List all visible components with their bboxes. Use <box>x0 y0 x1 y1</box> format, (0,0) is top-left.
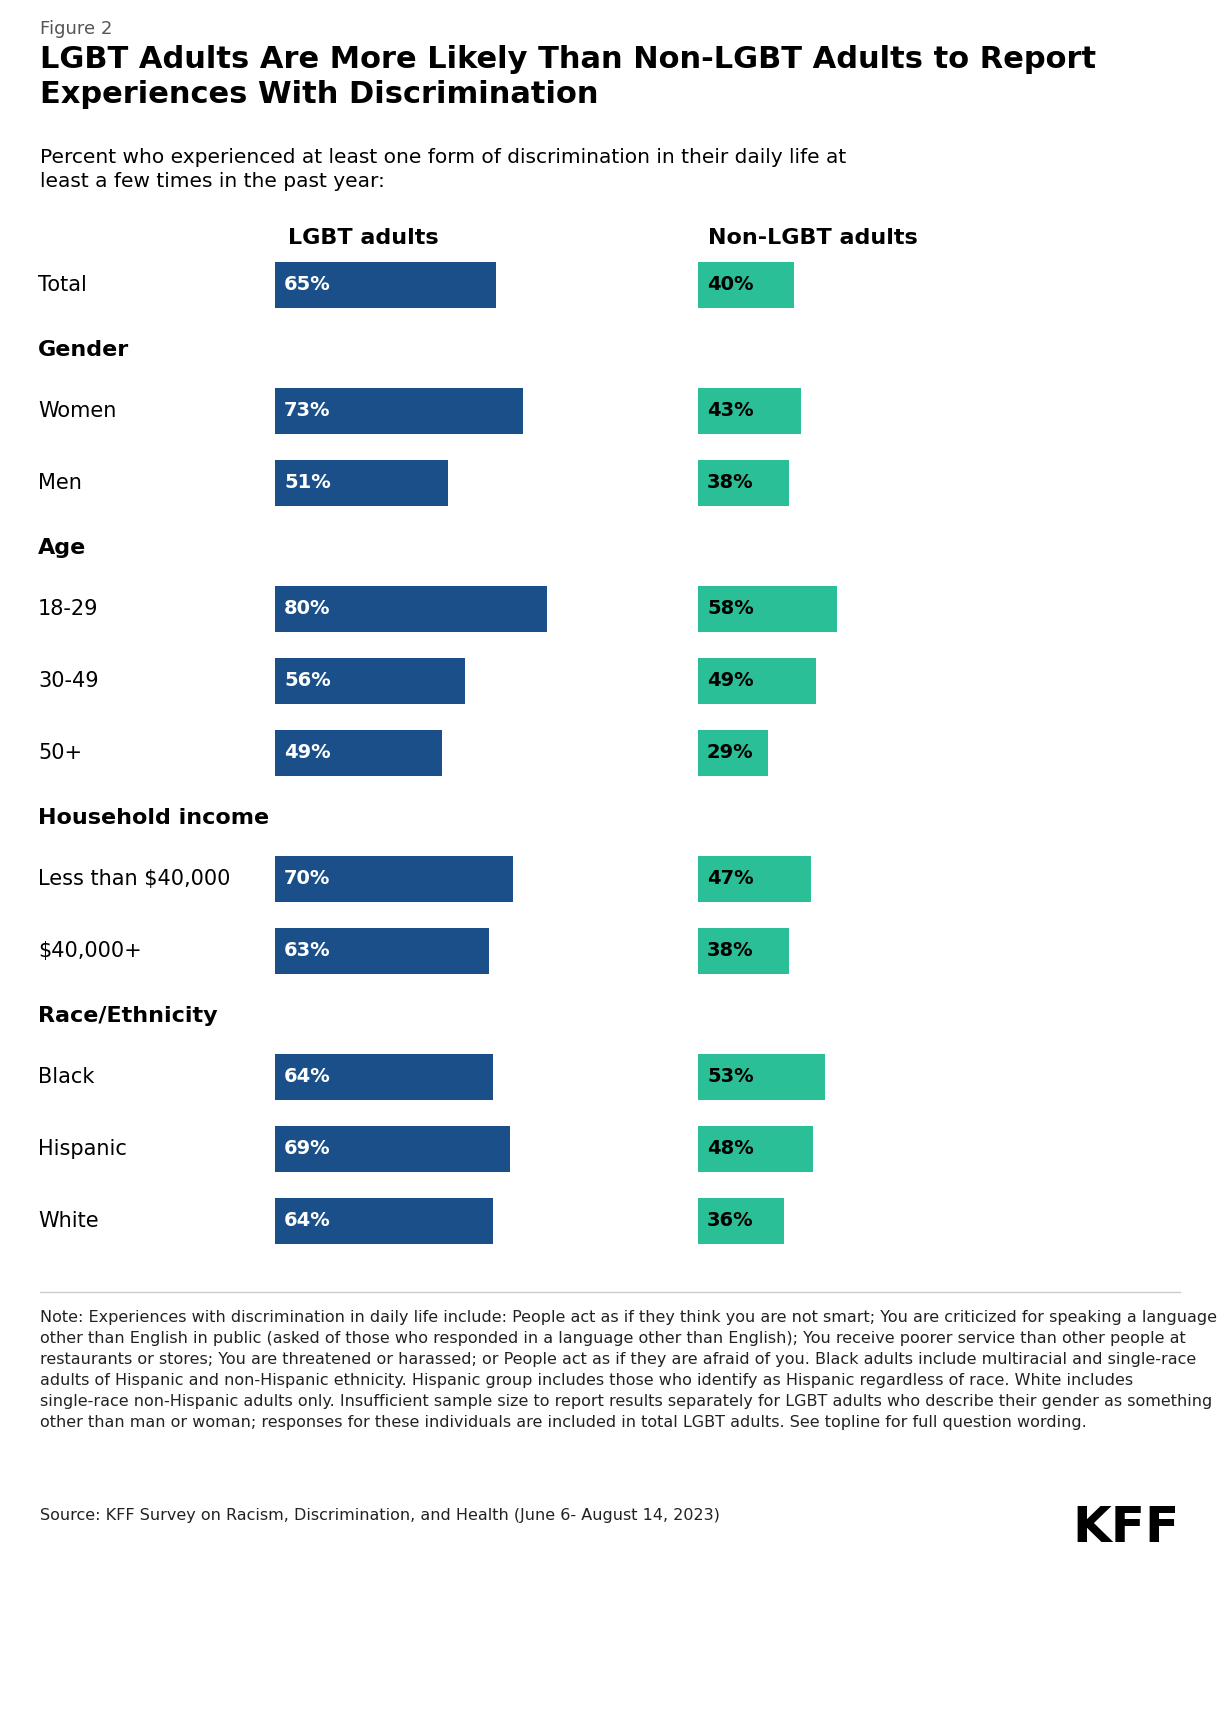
Text: 43%: 43% <box>708 402 754 421</box>
Text: 80%: 80% <box>284 600 331 619</box>
Text: Women: Women <box>38 401 116 421</box>
Text: 70%: 70% <box>284 869 331 888</box>
Bar <box>274 657 465 704</box>
Bar <box>274 460 449 506</box>
Bar <box>274 928 489 975</box>
Text: Race/Ethnicity: Race/Ethnicity <box>38 1006 217 1027</box>
Text: KFF: KFF <box>1072 1503 1180 1552</box>
Text: 40%: 40% <box>708 276 754 295</box>
Text: 29%: 29% <box>708 744 754 763</box>
Text: Hispanic: Hispanic <box>38 1139 127 1158</box>
Text: LGBT adults: LGBT adults <box>288 227 439 248</box>
Text: 69%: 69% <box>284 1139 331 1158</box>
Text: 49%: 49% <box>708 671 754 690</box>
Text: 53%: 53% <box>708 1068 754 1087</box>
Text: 63%: 63% <box>284 942 331 961</box>
Text: Men: Men <box>38 473 82 492</box>
Text: Source: KFF Survey on Racism, Discrimination, and Health (June 6- August 14, 202: Source: KFF Survey on Racism, Discrimina… <box>40 1509 720 1522</box>
Text: Percent who experienced at least one form of discrimination in their daily life : Percent who experienced at least one for… <box>40 147 847 191</box>
Bar <box>698 262 794 309</box>
Bar <box>274 388 523 434</box>
Text: 58%: 58% <box>708 600 754 619</box>
Text: 47%: 47% <box>708 869 754 888</box>
Text: Black: Black <box>38 1066 94 1087</box>
Text: Note: Experiences with discrimination in daily life include: People act as if th: Note: Experiences with discrimination in… <box>40 1309 1218 1431</box>
Bar <box>698 857 811 902</box>
Text: 51%: 51% <box>284 473 331 492</box>
Text: Household income: Household income <box>38 808 270 829</box>
Bar <box>274 1054 493 1099</box>
Text: 38%: 38% <box>708 942 754 961</box>
Text: 18-29: 18-29 <box>38 598 99 619</box>
Text: 49%: 49% <box>284 744 331 763</box>
Text: 36%: 36% <box>708 1212 754 1231</box>
Bar <box>274 262 497 309</box>
Bar <box>274 586 547 631</box>
Text: 48%: 48% <box>708 1139 754 1158</box>
Text: 30-49: 30-49 <box>38 671 99 692</box>
Text: 65%: 65% <box>284 276 331 295</box>
Bar <box>698 388 802 434</box>
Bar <box>698 586 837 631</box>
Bar <box>698 928 789 975</box>
Text: Non-LGBT adults: Non-LGBT adults <box>708 227 917 248</box>
Bar <box>698 1054 825 1099</box>
Text: Gender: Gender <box>38 340 129 361</box>
Text: Total: Total <box>38 276 87 295</box>
Bar <box>274 730 442 777</box>
Text: Age: Age <box>38 538 87 558</box>
Text: Figure 2: Figure 2 <box>40 21 112 38</box>
Bar <box>698 1125 814 1172</box>
Text: 64%: 64% <box>284 1068 331 1087</box>
Bar <box>274 857 512 902</box>
Text: White: White <box>38 1210 99 1231</box>
Text: 50+: 50+ <box>38 742 82 763</box>
Bar <box>698 657 816 704</box>
Text: 64%: 64% <box>284 1212 331 1231</box>
Text: 73%: 73% <box>284 402 331 421</box>
Bar <box>274 1198 493 1243</box>
Bar <box>698 730 767 777</box>
Bar <box>274 1125 510 1172</box>
Text: Less than $40,000: Less than $40,000 <box>38 869 231 890</box>
Text: 56%: 56% <box>284 671 331 690</box>
Text: LGBT Adults Are More Likely Than Non-LGBT Adults to Report
Experiences With Disc: LGBT Adults Are More Likely Than Non-LGB… <box>40 45 1096 109</box>
Bar <box>698 460 789 506</box>
Text: 38%: 38% <box>708 473 754 492</box>
Bar <box>698 1198 784 1243</box>
Text: $40,000+: $40,000+ <box>38 942 142 961</box>
